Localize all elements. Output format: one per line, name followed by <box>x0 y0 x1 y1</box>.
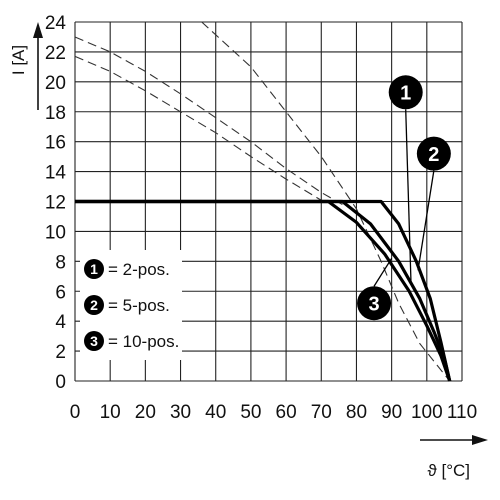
series-1-dashed-line <box>201 21 451 382</box>
curve-badges: 1 2 3 <box>357 75 451 321</box>
x-tick-label: 40 <box>205 402 226 423</box>
badge-number: 3 <box>368 293 379 315</box>
x-tick-label: 0 <box>70 402 81 423</box>
badge-leader-lines <box>373 109 435 287</box>
curve-badge-2: 2 <box>416 136 451 171</box>
curve-badge-1: 1 <box>388 75 423 110</box>
badge-number: 3 <box>90 333 98 349</box>
legend-item-label: = 5-pos. <box>108 296 170 315</box>
x-tick-label: 60 <box>276 402 297 423</box>
x-tick-label: 30 <box>170 402 191 423</box>
badge-circle <box>416 136 451 171</box>
y-tick-label: 20 <box>45 73 66 94</box>
x-tick-label: 110 <box>447 402 477 423</box>
legend-badge-1: 1 <box>84 259 104 279</box>
dashed-curves <box>74 21 451 382</box>
y-tick-label: 24 <box>45 13 67 34</box>
x-tick-label: 70 <box>311 402 332 423</box>
solid-curves <box>75 199 452 382</box>
legend-item-label: = 2-pos. <box>108 260 170 279</box>
y-tick-label: 18 <box>45 103 66 124</box>
y-tick-label: 14 <box>45 163 67 184</box>
badge-3-leader <box>373 257 393 287</box>
x-tick-label: 90 <box>381 402 402 423</box>
curve-badge-3: 3 <box>357 286 392 321</box>
badge-2-leader <box>417 170 435 271</box>
badge-circle <box>357 286 392 321</box>
legend: 1 = 2-pos. 2 = 5-pos. 3 = 10-pos. <box>80 250 182 360</box>
y-tick-label: 16 <box>45 133 66 154</box>
y-tick-label: 10 <box>45 222 66 243</box>
badge-circle <box>84 331 104 351</box>
y-tick-label: 4 <box>55 312 66 333</box>
badge-number: 1 <box>90 261 98 277</box>
legend-badge-2: 2 <box>84 295 104 315</box>
x-tick-label: 10 <box>100 402 121 423</box>
badge-number: 2 <box>90 297 98 313</box>
badge-circle <box>84 295 104 315</box>
badge-circle <box>388 75 423 110</box>
legend-item-label: = 10-pos. <box>108 332 179 351</box>
x-axis-arrowhead <box>472 435 488 445</box>
y-tick-label: 6 <box>55 282 66 303</box>
legend-badge-3: 3 <box>84 331 104 351</box>
y-axis-label: I [A] <box>9 45 28 75</box>
x-tick-label: 20 <box>135 402 156 423</box>
x-tick-label: 100 <box>411 402 443 423</box>
y-tick-label: 0 <box>55 372 66 393</box>
x-tick-label: 80 <box>346 402 367 423</box>
series-2-dashed-line <box>74 36 343 205</box>
badge-number: 2 <box>428 144 439 166</box>
series-2-solid-line <box>75 199 452 382</box>
badge-number: 1 <box>400 83 411 105</box>
x-tick-label: 50 <box>240 402 261 423</box>
y-axis-arrowhead <box>33 22 43 38</box>
tick-labels: 0 10 20 30 40 50 60 70 80 90 100 110024681012141618… <box>45 13 477 423</box>
y-tick-label: 12 <box>45 193 66 214</box>
y-tick-label: 22 <box>45 43 66 64</box>
y-tick-label: 8 <box>55 252 66 273</box>
series-3-dashed-line <box>74 55 329 205</box>
axes <box>33 22 488 445</box>
series-3-solid-line <box>75 199 452 382</box>
badge-1-leader <box>405 109 412 283</box>
y-tick-label: 2 <box>55 342 66 363</box>
x-axis-label: ϑ [°C] <box>427 461 470 480</box>
badge-circle <box>84 259 104 279</box>
series-1-solid-line <box>75 199 452 382</box>
